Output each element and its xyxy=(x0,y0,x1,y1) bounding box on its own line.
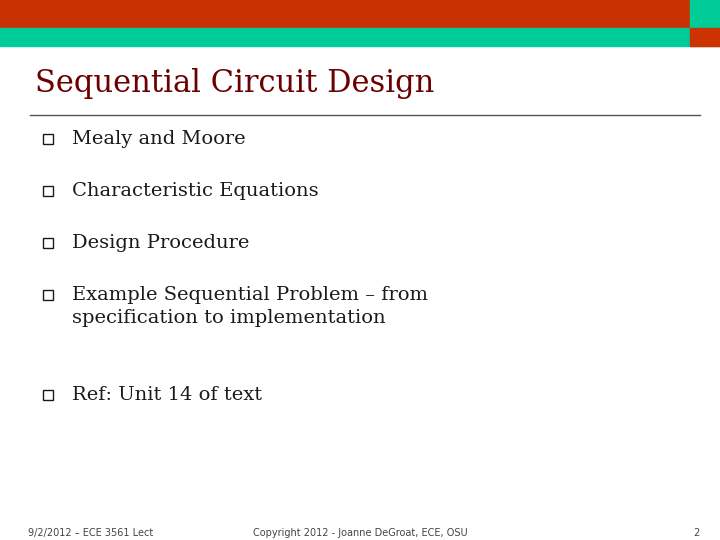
Bar xyxy=(43,134,53,144)
Bar xyxy=(43,290,53,300)
Text: Ref: Unit 14 of text: Ref: Unit 14 of text xyxy=(72,386,262,404)
Text: Characteristic Equations: Characteristic Equations xyxy=(72,182,319,200)
Bar xyxy=(0,0,720,28)
Bar xyxy=(43,238,53,248)
Bar xyxy=(0,28,720,46)
Text: 2: 2 xyxy=(694,528,700,538)
Bar xyxy=(43,390,53,400)
Text: Example Sequential Problem – from
specification to implementation: Example Sequential Problem – from specif… xyxy=(72,286,428,327)
Text: Design Procedure: Design Procedure xyxy=(72,234,249,252)
Text: Sequential Circuit Design: Sequential Circuit Design xyxy=(35,68,434,99)
Text: 9/2/2012 – ECE 3561 Lect
5: 9/2/2012 – ECE 3561 Lect 5 xyxy=(28,528,153,540)
Bar xyxy=(43,186,53,196)
Text: Mealy and Moore: Mealy and Moore xyxy=(72,130,246,148)
Text: Copyright 2012 - Joanne DeGroat, ECE, OSU: Copyright 2012 - Joanne DeGroat, ECE, OS… xyxy=(253,528,467,538)
Bar xyxy=(690,0,720,28)
Bar xyxy=(690,28,720,46)
